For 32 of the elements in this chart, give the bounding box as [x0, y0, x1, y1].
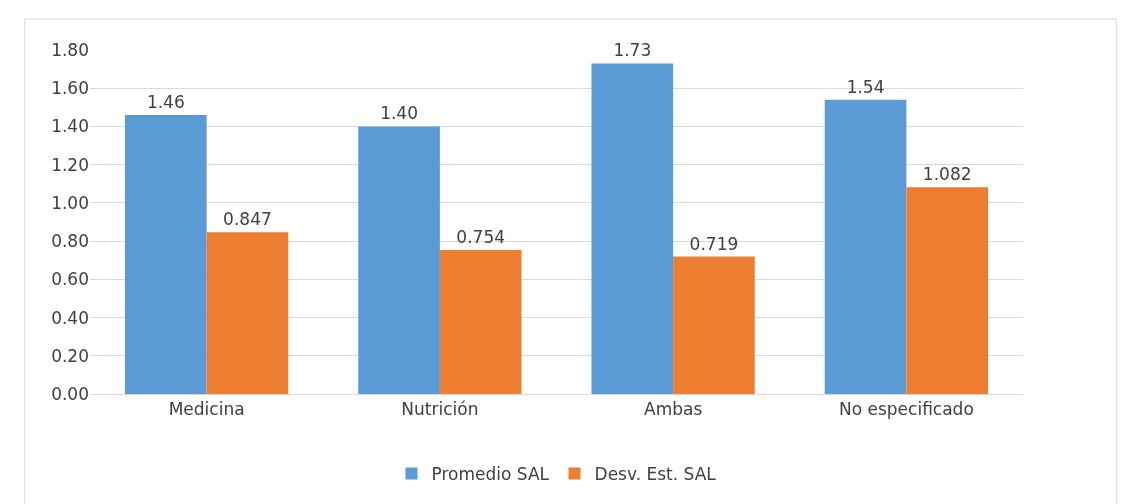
- data-label: 1.54: [846, 76, 885, 97]
- y-tick-label: 0.40: [51, 307, 89, 328]
- x-tick-label: Nutrición: [401, 399, 479, 420]
- bar: [906, 187, 989, 394]
- y-tick-label: 0.60: [51, 269, 89, 290]
- y-tick-label: 1.00: [51, 192, 89, 213]
- data-label: 1.082: [922, 164, 972, 185]
- bar: [824, 99, 907, 394]
- x-tick-label: No especificado: [838, 399, 974, 420]
- bar: [673, 256, 755, 394]
- legend-label: Desv. Est. SAL: [594, 464, 717, 485]
- y-tick-label: 0.00: [51, 383, 89, 404]
- bar: [206, 232, 289, 394]
- data-label: 0.719: [689, 233, 739, 254]
- data-label: 1.40: [380, 103, 418, 124]
- legend-label: Promedio SAL: [431, 464, 550, 485]
- data-label: 0.847: [223, 209, 272, 230]
- x-tick-label: Ambas: [644, 399, 703, 420]
- bar: [591, 63, 674, 394]
- data-label: 1.73: [613, 40, 652, 61]
- y-tick-label: 0.80: [51, 231, 89, 252]
- bar: [439, 249, 522, 394]
- data-label: 0.754: [456, 226, 506, 247]
- bar: [124, 114, 207, 394]
- data-label: 1.46: [146, 91, 185, 112]
- y-tick-label: 0.20: [51, 345, 89, 366]
- y-tick-label: 1.80: [51, 39, 89, 60]
- y-tick-label: 1.60: [51, 78, 89, 99]
- y-tick-label: 1.20: [51, 154, 89, 175]
- x-tick-label: Medicina: [168, 399, 245, 420]
- y-tick-label: 1.40: [51, 116, 89, 137]
- bar: [358, 126, 440, 394]
